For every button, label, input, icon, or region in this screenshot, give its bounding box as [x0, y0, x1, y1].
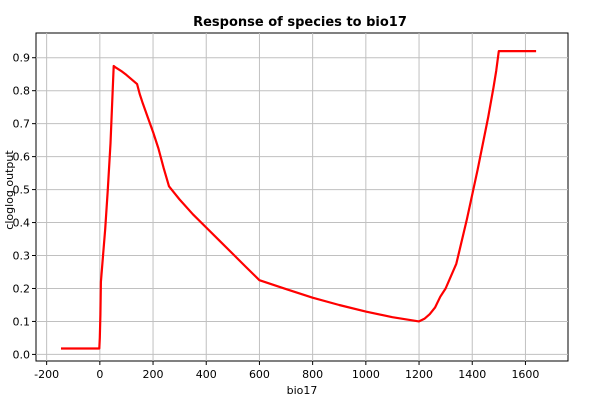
y-tick-label: 0.2 [13, 282, 31, 295]
x-tick-label: -200 [34, 368, 59, 381]
x-tick-label: 200 [143, 368, 164, 381]
grid [36, 33, 568, 361]
x-axis-label: bio17 [287, 384, 318, 397]
y-tick-label: 0.3 [13, 250, 31, 263]
y-tick-label: 0.8 [13, 85, 31, 98]
x-tick-label: 1600 [511, 368, 539, 381]
x-tick-label: 800 [302, 368, 323, 381]
x-tick-label: 1000 [352, 368, 380, 381]
y-tick-label: 0.6 [13, 151, 31, 164]
y-axis-label: cloglog output [3, 150, 16, 230]
chart-title: Response of species to bio17 [193, 15, 407, 30]
y-tick-label: 0.1 [13, 315, 31, 328]
plot-area [35, 32, 569, 362]
x-tick-label: 1200 [405, 368, 433, 381]
x-tick-label: 1400 [458, 368, 486, 381]
series-layer [61, 49, 537, 350]
x-tick-label: 600 [249, 368, 270, 381]
ticks: -200 0 200 400 600 800 1000 1200 1400 1600 0.0 0.1 0… [13, 52, 540, 381]
y-tick-label: 0.5 [13, 184, 31, 197]
x-tick-label: 0 [96, 368, 103, 381]
y-tick-label: 0.4 [13, 217, 31, 230]
y-tick-label: 0.0 [13, 348, 31, 361]
y-tick-label: 0.7 [13, 118, 31, 131]
response-curve [61, 49, 537, 350]
y-tick-label: 0.9 [13, 52, 31, 65]
x-tick-label: 400 [196, 368, 217, 381]
